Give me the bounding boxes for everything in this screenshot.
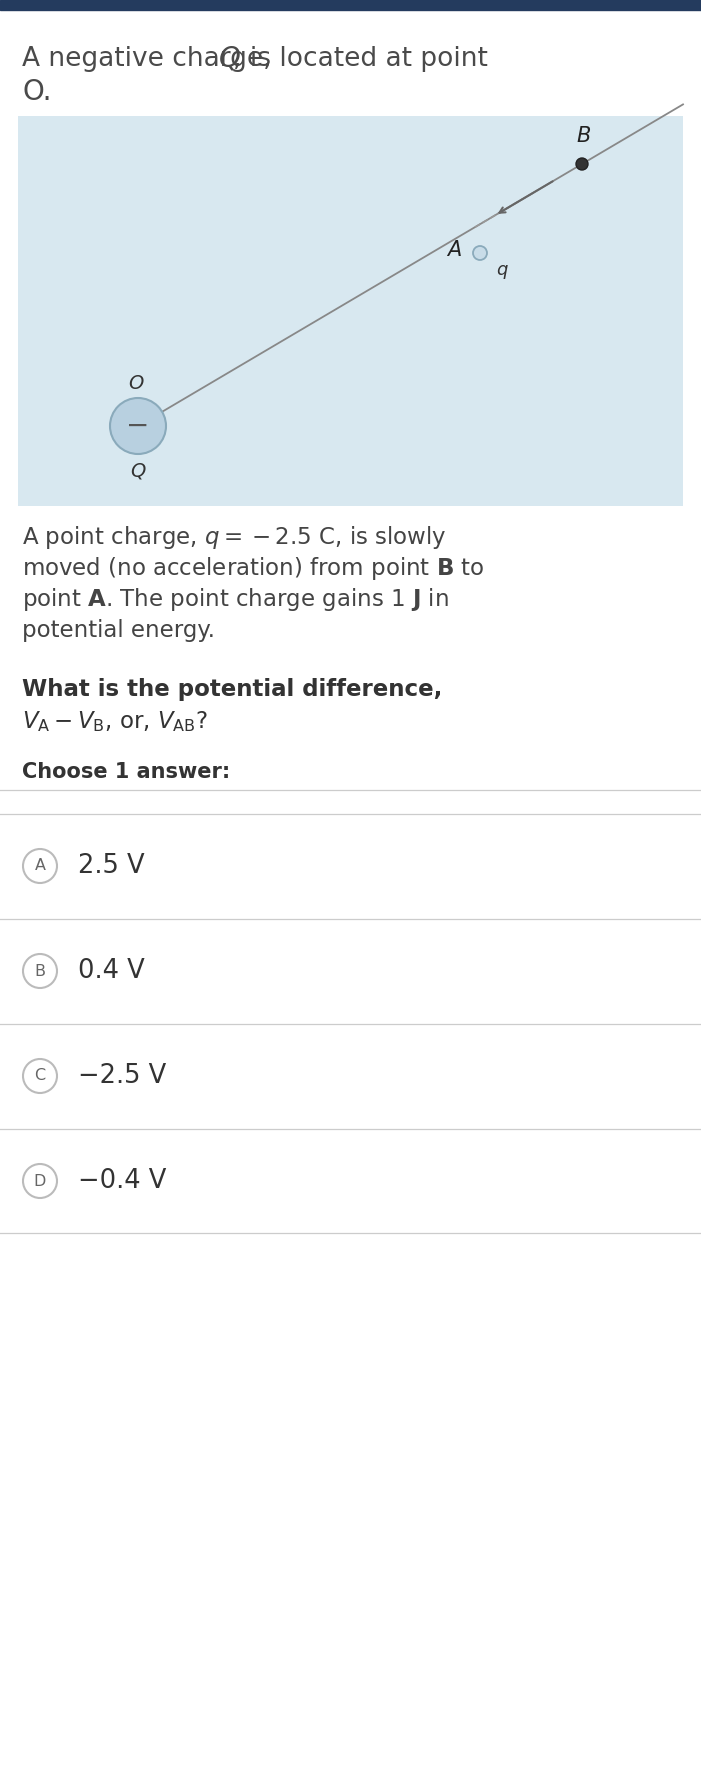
Text: $V_\mathrm{A} - V_\mathrm{B}$, or, $V_\mathrm{AB}$?: $V_\mathrm{A} - V_\mathrm{B}$, or, $V_\m… <box>22 708 207 735</box>
Text: $Q$: $Q$ <box>218 44 240 72</box>
Text: point $\mathbf{A}$. The point charge gains 1 $\mathbf{J}$ in: point $\mathbf{A}$. The point charge gai… <box>22 586 449 613</box>
Text: Choose 1 answer:: Choose 1 answer: <box>22 761 230 782</box>
Circle shape <box>23 954 57 987</box>
Text: What is the potential difference,: What is the potential difference, <box>22 678 442 701</box>
Text: 2.5 V: 2.5 V <box>78 853 144 879</box>
Text: 0.4 V: 0.4 V <box>78 957 144 984</box>
Bar <box>0 0 701 11</box>
Text: C: C <box>34 1068 46 1084</box>
Text: $q$: $q$ <box>496 263 509 281</box>
Text: O.: O. <box>22 78 51 106</box>
Circle shape <box>110 397 166 454</box>
Text: A negative charge,: A negative charge, <box>22 46 280 72</box>
Circle shape <box>23 1164 57 1197</box>
Text: −: − <box>126 411 149 440</box>
Circle shape <box>23 1060 57 1093</box>
Circle shape <box>23 849 57 883</box>
Text: $B$: $B$ <box>576 125 592 147</box>
Circle shape <box>576 157 588 170</box>
Text: $O$: $O$ <box>128 374 144 394</box>
Text: D: D <box>34 1173 46 1189</box>
Text: moved (no acceleration) from point $\mathbf{B}$ to: moved (no acceleration) from point $\mat… <box>22 555 484 583</box>
Text: , is located at point: , is located at point <box>233 46 488 72</box>
Text: A point charge, $q = -2.5$ C, is slowly: A point charge, $q = -2.5$ C, is slowly <box>22 525 447 551</box>
Text: potential energy.: potential energy. <box>22 620 215 643</box>
Text: −2.5 V: −2.5 V <box>78 1063 166 1090</box>
Text: $A$: $A$ <box>446 240 462 260</box>
Text: B: B <box>34 964 46 978</box>
Text: A: A <box>34 858 46 874</box>
Bar <box>18 117 683 507</box>
Text: $Q$: $Q$ <box>130 461 147 480</box>
Text: −0.4 V: −0.4 V <box>78 1167 166 1194</box>
Circle shape <box>473 245 487 260</box>
